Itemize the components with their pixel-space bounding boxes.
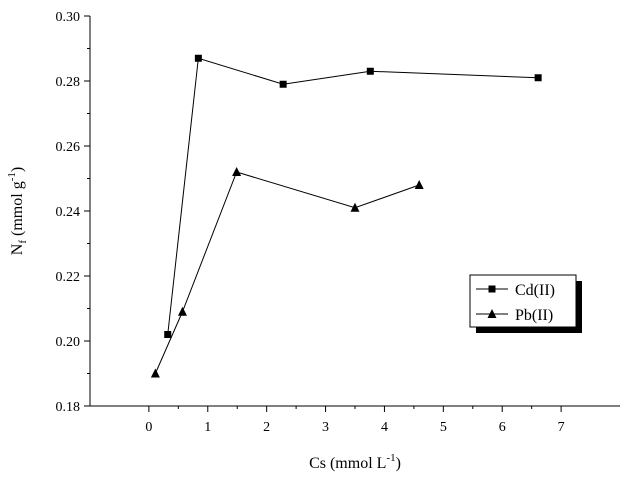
data-point-pb-ii (414, 180, 424, 189)
data-point-cd-ii (194, 54, 202, 62)
x-tick-label: 3 (322, 420, 329, 435)
data-point-pb-ii (177, 306, 187, 316)
data-point-pb-ii (350, 202, 360, 212)
data-point-cd-ii (279, 80, 287, 88)
y-axis-ticks: 0.18 0.20 0.22 0.24 0.26 0.28 0.30 (56, 10, 90, 415)
legend-label-cd: Cd(II) (515, 282, 555, 299)
y-tick-label: 0.26 (56, 140, 81, 155)
data-point-cd-ii (366, 67, 374, 75)
data-point-cd-ii (534, 74, 542, 82)
y-tick-label: 0.30 (56, 10, 81, 25)
series-line-pb-ii (154, 171, 420, 374)
x-tick-label: 5 (440, 420, 447, 435)
y-tick-label: 0.24 (56, 205, 81, 220)
x-axis-label: Cs (mmol L-1) (309, 452, 401, 472)
y-tick-label: 0.18 (56, 400, 81, 415)
x-tick-label: 1 (204, 420, 211, 435)
y-tick-label: 0.22 (56, 270, 81, 285)
legend-marker-pb-triangle (487, 309, 497, 318)
x-tick-label: 4 (381, 420, 388, 435)
x-tick-label: 0 (145, 420, 152, 435)
x-tick-label: 7 (558, 420, 565, 435)
y-axis-label: Nf (mmol g-1) (6, 167, 29, 255)
legend-box (469, 274, 577, 328)
legend-label-pb: Pb(II) (515, 307, 553, 324)
x-axis-ticks: 0 1 2 3 4 5 6 7 (145, 406, 565, 435)
x-tick-label: 2 (263, 420, 270, 435)
legend-marker-cd-square (488, 285, 496, 293)
y-tick-label: 0.20 (56, 335, 81, 350)
data-point-pb-ii (150, 368, 160, 378)
data-point-pb-ii (232, 167, 242, 176)
y-tick-label: 0.28 (56, 75, 81, 90)
x-tick-label: 6 (499, 420, 506, 435)
legend: Cd(II) Pb(II) (469, 274, 582, 333)
data-point-cd-ii (164, 331, 172, 338)
series-layer (150, 54, 542, 378)
